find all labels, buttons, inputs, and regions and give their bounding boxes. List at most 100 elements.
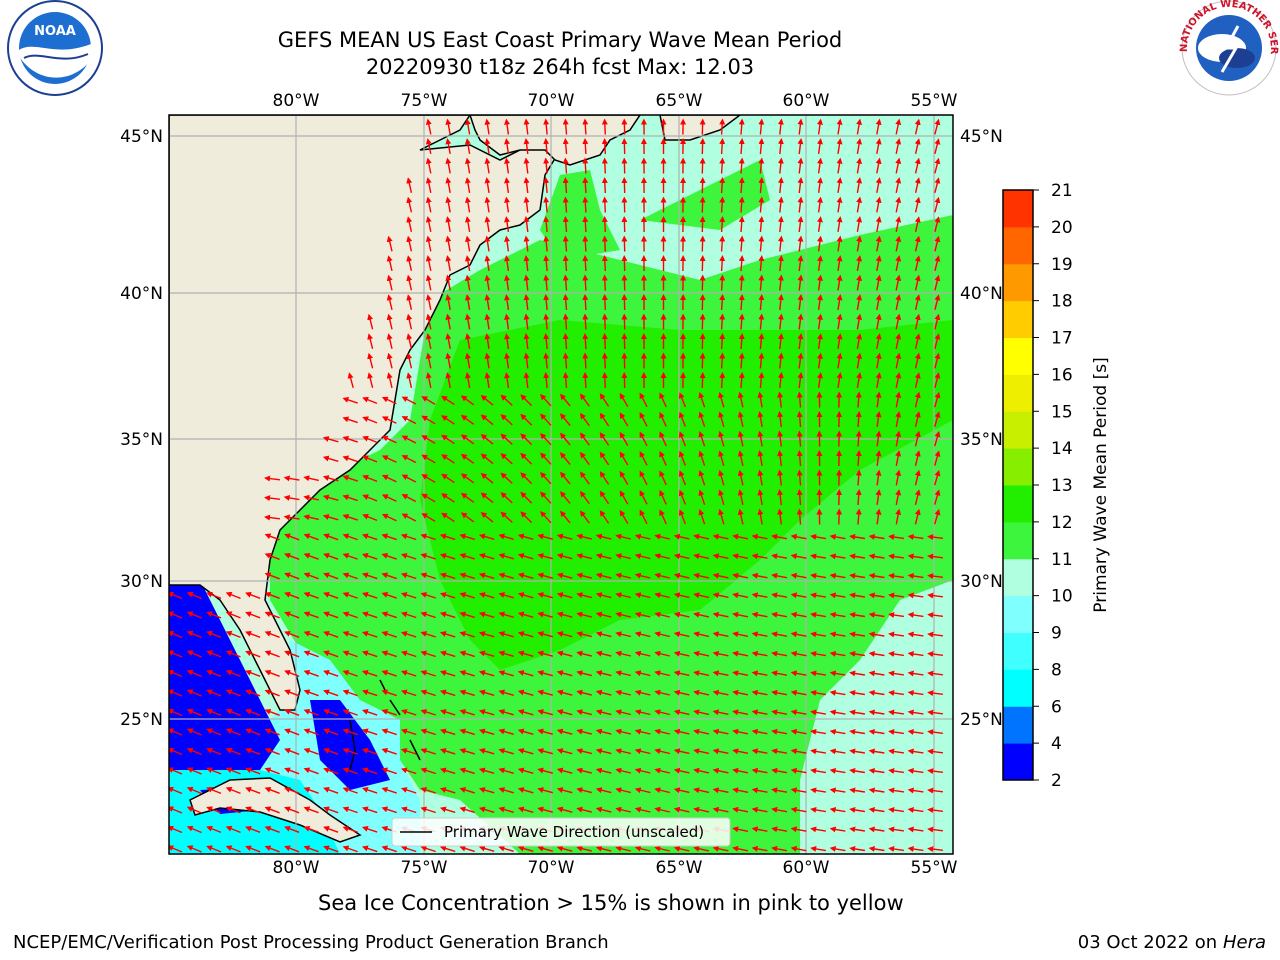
wave-arrow [836,138,843,155]
wave-arrow [810,728,827,735]
wave-arrow [601,138,608,155]
wave-arrow [914,411,921,427]
wave-arrow [927,651,943,658]
wave-arrow [400,709,417,716]
wave-arrow [245,630,261,638]
wave-arrow [206,767,222,775]
wave-arrow [576,767,592,774]
wave-arrow [562,274,569,291]
wave-arrow [790,650,807,657]
wave-arrow [576,709,592,716]
wave-arrow [401,455,417,464]
wave-arrow [634,748,651,755]
wave-arrow [186,786,202,795]
wave-arrow [934,352,941,369]
wave-arrow [562,333,569,350]
wave-arrow [464,294,471,311]
wave-arrow [771,709,788,716]
wave-arrow [757,489,764,506]
wave-arrow [425,196,432,213]
wave-arrow [810,611,827,618]
wave-arrow [441,434,455,445]
wave-arrow [673,689,690,696]
wave-arrow [400,650,417,658]
wave-arrow [478,787,495,794]
wave-arrow [855,391,862,408]
wave-arrow [654,650,670,657]
wave-arrow [868,553,885,560]
wave-arrow [206,591,222,600]
wave-arrow [875,255,882,272]
wave-arrow [751,709,768,716]
wave-arrow [484,372,491,389]
wave-arrow [595,748,612,755]
wave-arrow [856,157,863,174]
wave-arrow [322,436,339,443]
wave-arrow [445,352,452,369]
wave-arrow [777,333,784,350]
wave-arrow [556,728,573,735]
wave-arrow [639,509,648,525]
wave-arrow [543,274,550,291]
wave-arrow [460,414,475,425]
wave-arrow [771,553,788,560]
wave-arrow [758,372,765,389]
wave-arrow [907,651,924,657]
wave-arrow [459,670,475,677]
wave-arrow [718,450,725,466]
wave-arrow [595,611,612,618]
wave-arrow [914,469,921,486]
wave-arrow [829,689,846,696]
wave-arrow [523,196,530,213]
wave-arrow [579,432,590,446]
wave-arrow [400,689,417,697]
wave-arrow [342,397,358,404]
wave-arrow [693,748,710,755]
wave-arrow [421,396,436,405]
wave-arrow [836,118,843,135]
wave-arrow [225,786,241,795]
wave-arrow [537,650,553,657]
lon-label-bottom-55w: 55°W [911,858,958,878]
wave-arrow [459,689,475,697]
wave-arrow [556,572,573,579]
wave-arrow [323,533,339,541]
wave-arrow [169,611,183,619]
wave-arrow [401,396,417,405]
wave-arrow [796,411,803,428]
wave-arrow [599,451,610,466]
wave-arrow [790,553,807,560]
wave-arrow [420,553,436,560]
wave-arrow [654,631,670,638]
wave-arrow [556,767,573,774]
wave-arrow [342,572,358,580]
wave-arrow [225,747,241,756]
wave-arrow [540,393,552,407]
wave-arrow [595,689,612,696]
wave-arrow [595,709,612,716]
wave-arrow [712,650,729,657]
wave-arrow [836,313,843,330]
wave-arrow [464,177,471,194]
wave-arrow [361,650,378,658]
wave-arrow [849,709,866,716]
wave-arrow [445,157,452,174]
wave-arrow [895,352,902,369]
wave-arrow [698,450,706,466]
wave-arrow [914,255,921,271]
wave-arrow [264,533,280,541]
wave-arrow [654,728,670,735]
wave-arrow [849,767,866,774]
wave-arrow [439,631,456,638]
wave-arrow [849,533,866,540]
colorbar-segment [1003,337,1033,375]
lon-label-bottom-75w: 75°W [401,858,448,878]
wave-arrow [498,787,514,794]
wave-arrow [445,255,452,272]
machine-name: Hera [1222,932,1266,953]
wave-arrow [673,592,690,599]
wave-arrow [836,372,843,389]
wave-arrow [406,372,413,388]
wave-arrow [601,294,608,311]
wave-arrow [361,748,378,755]
